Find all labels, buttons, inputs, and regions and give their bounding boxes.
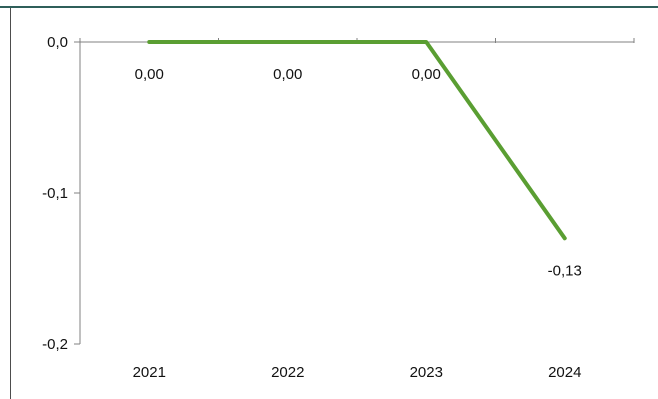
data-label: 0,00 — [412, 66, 441, 83]
x-tick-label: 2023 — [410, 364, 443, 381]
x-ticks: 2021 2022 2023 2024 — [79, 38, 635, 381]
x-tick-label: 2021 — [133, 364, 166, 381]
left-border — [10, 8, 11, 399]
data-label: 0,00 — [273, 66, 302, 83]
y-tick-label: 0,0 — [47, 34, 68, 51]
data-label: 0,00 — [135, 66, 164, 83]
y-tick-label: -0,2 — [42, 336, 68, 353]
y-ticks: 0,0 -0,1 -0,2 — [42, 34, 80, 353]
data-label: -0,13 — [548, 262, 582, 279]
x-tick-label: 2024 — [548, 364, 581, 381]
top-border — [0, 6, 658, 8]
data-labels: 0,00 0,00 0,00 -0,13 — [135, 66, 582, 279]
y-tick-label: -0,1 — [42, 185, 68, 202]
series-group — [147, 40, 567, 241]
x-tick-label: 2022 — [271, 364, 304, 381]
series-line — [147, 40, 567, 241]
